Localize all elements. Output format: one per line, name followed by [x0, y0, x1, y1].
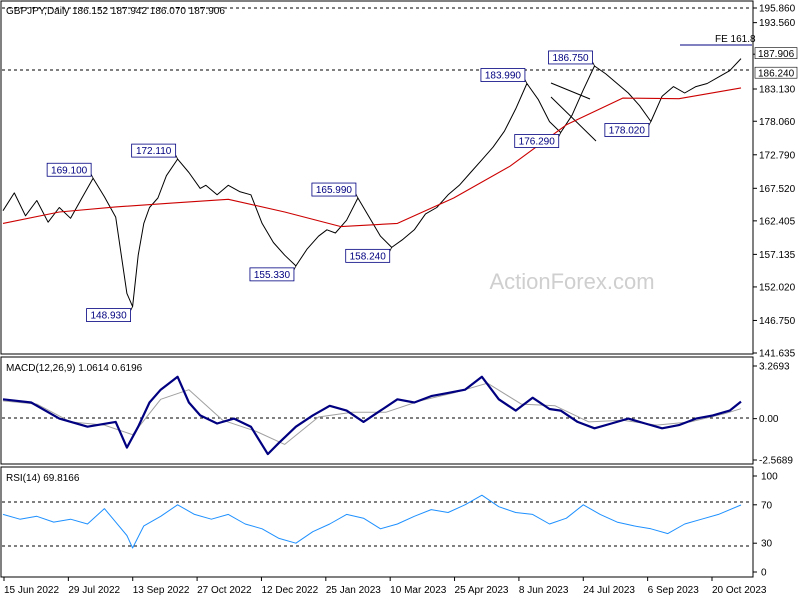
x-tick-label: 20 Oct 2023: [712, 585, 767, 596]
x-tick-label: 10 Mar 2023: [390, 585, 447, 596]
level-label: 178.020: [609, 126, 646, 137]
price-tick-label: 167.520: [759, 184, 796, 195]
watermark: ActionForex.com: [489, 269, 654, 294]
x-tick-label: 25 Apr 2023: [455, 585, 509, 596]
ohlc-header: GBPJPY,Daily 186.152 187.942 186.070 187…: [6, 6, 225, 17]
level-box: [249, 267, 295, 282]
level-label: 169.100: [51, 165, 88, 176]
macd-tick-label: -2.5689: [759, 456, 793, 467]
level-box: [548, 50, 593, 65]
level-label: 155.330: [254, 270, 291, 281]
current-price-label: 186.240: [758, 69, 795, 80]
x-tick-label: 12 Dec 2022: [261, 585, 318, 596]
rsi-line: [2, 494, 742, 549]
level-box: [311, 182, 357, 197]
x-tick-label: 6 Sep 2023: [648, 585, 700, 596]
level-label: 148.930: [90, 311, 127, 322]
rsi-tick-label: 30: [761, 539, 773, 550]
level-box: [480, 68, 526, 82]
rsi-tick-label: 100: [761, 472, 778, 483]
level-box: [46, 162, 92, 177]
trend-line: [550, 82, 591, 100]
x-tick-label: 15 Jun 2022: [4, 585, 59, 596]
level-box: [131, 143, 177, 158]
macd-line: [2, 375, 742, 456]
current-price-box: [754, 47, 798, 59]
x-tick-label: 8 Jun 2023: [519, 585, 569, 596]
price-tick-label: 193.560: [759, 18, 796, 29]
rsi-panel: [0, 466, 754, 578]
level-label: 176.290: [519, 137, 556, 148]
macd-tick-label: 3.2693: [759, 362, 790, 373]
price-tick-label: 152.020: [759, 282, 796, 293]
macd-header: MACD(12,26,9) 1.0614 0.6196: [6, 363, 143, 374]
rsi-tick-label: 0: [761, 568, 767, 579]
rsi-tick-label: 70: [761, 500, 773, 511]
price-panel: [0, 0, 754, 355]
macd-tick-label: 0.00: [759, 414, 779, 425]
x-tick-label: 24 Jul 2023: [583, 585, 635, 596]
x-tick-label: 27 Oct 2022: [197, 585, 252, 596]
signal-line: [2, 382, 742, 445]
price-tick-label: 195.860: [759, 4, 796, 15]
price-tick-label: 146.750: [759, 316, 796, 327]
price-tick-label: 141.635: [759, 349, 796, 360]
moving-average-line: [2, 87, 742, 228]
level-label: 165.990: [316, 185, 353, 196]
level-box: [86, 308, 131, 322]
price-tick-label: 172.790: [759, 150, 796, 161]
fe-label: FE 161.8: [715, 34, 756, 45]
level-box: [514, 134, 560, 148]
current-price-box: [754, 66, 798, 79]
level-box: [604, 123, 650, 137]
level-label: 186.750: [552, 53, 589, 64]
current-price-label: 187.906: [758, 49, 795, 60]
trend-line: [550, 96, 597, 142]
x-tick-label: 25 Jan 2023: [326, 585, 381, 596]
level-box: [345, 248, 391, 263]
price-tick-label: 183.130: [759, 84, 796, 95]
rsi-header: RSI(14) 69.8166: [6, 473, 80, 484]
x-tick-label: 29 Jul 2022: [68, 585, 120, 596]
price-tick-label: 157.135: [759, 250, 796, 261]
x-tick-label: 13 Sep 2022: [133, 585, 190, 596]
level-label: 183.990: [485, 71, 522, 82]
level-label: 158.240: [350, 251, 387, 262]
price-tick-label: 162.405: [759, 216, 796, 227]
price-tick-label: 178.060: [759, 117, 796, 128]
price-line: [2, 58, 742, 308]
level-label: 172.110: [136, 146, 172, 157]
